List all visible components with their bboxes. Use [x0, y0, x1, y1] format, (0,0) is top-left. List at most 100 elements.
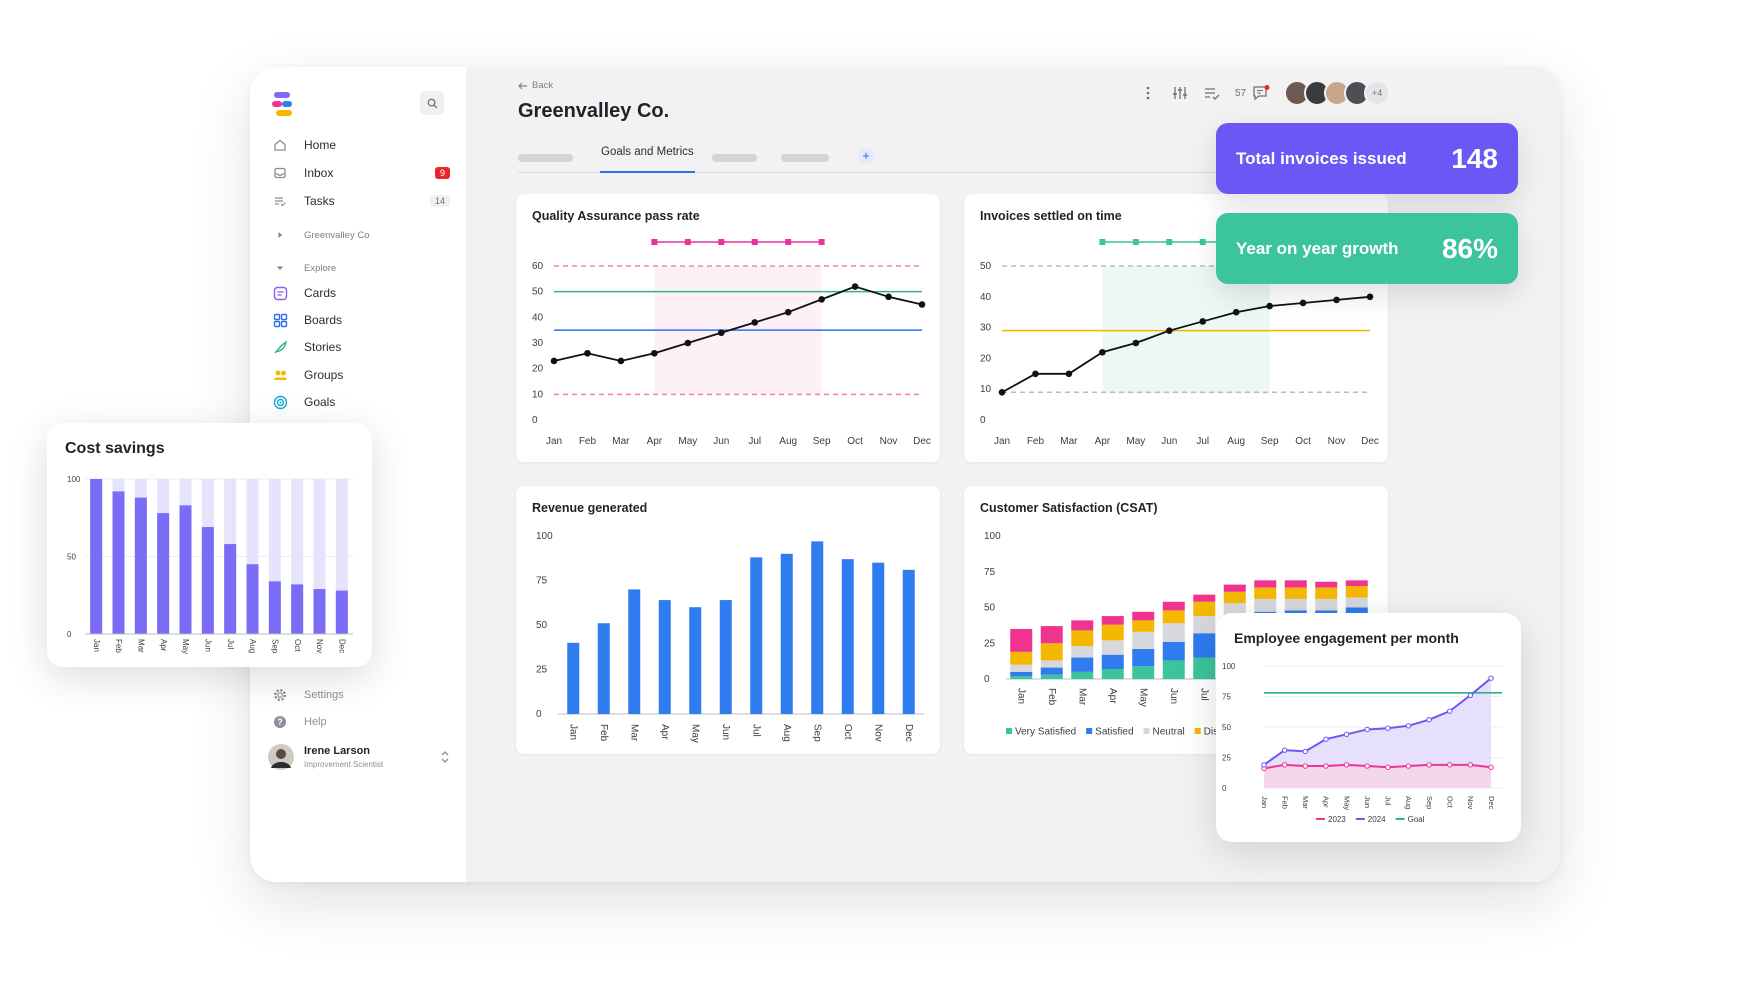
y-tick-label: 75 [1222, 693, 1231, 702]
x-tick-label: Nov [315, 639, 324, 653]
chevron-updown-icon[interactable] [440, 750, 450, 764]
nav-stories-label: Stories [304, 340, 342, 354]
x-tick-label: Jul [226, 639, 235, 649]
y-tick-label: 0 [532, 415, 538, 426]
kpi-total-invoices-label: Total invoices issued [1236, 148, 1407, 168]
phase-marker [651, 239, 658, 245]
tab-placeholder[interactable] [781, 154, 829, 162]
x-tick-label: Dec [913, 436, 931, 447]
tab-goals-and-metrics[interactable]: Goals and Metrics [600, 146, 695, 173]
nav-cards[interactable]: Cards [272, 281, 452, 305]
tasks-count-badge: 14 [429, 195, 450, 207]
nav-tasks[interactable]: Tasks 14 [272, 189, 452, 213]
more-button[interactable] [1139, 84, 1157, 102]
csat-bar-segment [1254, 580, 1277, 588]
revenue-bar [597, 623, 610, 714]
x-tick-label: Jun [1363, 796, 1372, 808]
comments-button[interactable] [1252, 84, 1270, 102]
csat-bar-segment [1223, 591, 1246, 604]
y-tick-label: 40 [532, 312, 544, 323]
csat-bar-segment [1162, 601, 1185, 611]
x-tick-label: Jul [750, 724, 761, 737]
tab-placeholder[interactable] [518, 154, 573, 162]
svg-text:?: ? [277, 717, 283, 727]
revenue-bar [567, 642, 580, 714]
gear-icon [273, 688, 287, 702]
data-point [1299, 299, 1307, 307]
data-point [1405, 763, 1412, 769]
x-tick-label: Nov [1328, 436, 1346, 447]
data-point [918, 301, 926, 308]
series-2023-line [1263, 763, 1492, 770]
data-point [1426, 716, 1432, 723]
kpi-total-invoices[interactable]: Total invoices issued 148 [1216, 123, 1518, 194]
csat-bar-segment [1315, 581, 1338, 588]
data-point [818, 296, 825, 303]
data-point [1488, 764, 1494, 770]
legend-label: Goal [1408, 815, 1425, 824]
sliders-icon [1173, 87, 1187, 99]
data-point [1447, 708, 1453, 714]
y-tick-label: 100 [536, 531, 553, 542]
phase-marker [751, 239, 758, 245]
page-title: Greenvalley Co. [518, 100, 670, 122]
nav-goals[interactable]: Goals [272, 390, 452, 414]
revenue-bar [750, 557, 763, 714]
data-point [1323, 736, 1329, 742]
y-tick-label: 0 [984, 674, 990, 685]
cost-bar [134, 497, 147, 634]
x-tick-label: Aug [1227, 436, 1245, 447]
caret-right-icon [278, 232, 282, 238]
csat-bar-segment [1040, 626, 1063, 644]
nav-home[interactable]: Home [272, 133, 452, 157]
csat-bar-segment [1132, 620, 1155, 632]
x-tick-label: Apr [1107, 688, 1118, 704]
app-logo[interactable] [272, 92, 294, 116]
nav-boards[interactable]: Boards [272, 308, 452, 332]
y-tick-label: 25 [984, 638, 996, 649]
x-tick-label: Jun [1168, 688, 1179, 704]
data-point [1447, 762, 1453, 768]
data-point [1343, 731, 1350, 738]
y-tick-label: 75 [984, 567, 996, 578]
nav-home-label: Home [304, 138, 337, 152]
user-profile[interactable]: Irene Larson Improvement Scientist [268, 741, 458, 775]
legend-swatch [1194, 728, 1201, 734]
tab-placeholder[interactable] [712, 154, 757, 162]
tab-bar: Goals and Metrics + [518, 143, 1484, 173]
nav-groups[interactable]: Groups [272, 363, 452, 387]
search-button[interactable] [420, 91, 444, 115]
nav-inbox[interactable]: Inbox 9 [272, 161, 452, 185]
inbox-icon [274, 167, 286, 179]
filters-button[interactable] [1171, 84, 1189, 102]
y-tick-label: 75 [536, 576, 548, 587]
x-tick-label: Oct [1295, 436, 1311, 447]
back-link[interactable]: Back [518, 80, 553, 91]
checklist-button[interactable] [1203, 84, 1221, 102]
series-line [553, 285, 923, 362]
more-vertical-icon [1146, 86, 1150, 100]
explore-section-toggle[interactable]: Explore [272, 256, 452, 280]
nav-stories[interactable]: Stories [272, 335, 452, 359]
x-tick-label: Apr [1095, 436, 1111, 447]
home-icon [274, 139, 286, 151]
workspace-label: Greenvalley Co [304, 229, 370, 241]
csat-bar-segment [1071, 646, 1094, 658]
y-tick-label: 20 [980, 353, 992, 364]
y-tick-label: 100 [984, 531, 1001, 542]
y-tick-label: 10 [532, 389, 544, 400]
legend-swatch [1086, 728, 1093, 734]
workspace-greenvalley[interactable]: Greenvalley Co [272, 223, 452, 247]
add-tab-button[interactable]: + [858, 148, 874, 164]
nav-help[interactable]: ? Help [272, 710, 452, 734]
collaborator-avatars[interactable]: +4 [1284, 80, 1391, 106]
kpi-year-on-year-growth[interactable]: Year on year growth 86% [1216, 213, 1518, 284]
revenue-bar [841, 559, 854, 714]
x-tick-label: Dec [337, 639, 346, 653]
x-tick-label: Jul [1198, 688, 1209, 701]
nav-settings[interactable]: Settings [272, 683, 452, 707]
series-line [1001, 295, 1371, 394]
csat-bar-segment [1193, 601, 1216, 617]
qa-chart-title: Quality Assurance pass rate [532, 209, 700, 223]
cost-savings-title: Cost savings [65, 440, 165, 457]
